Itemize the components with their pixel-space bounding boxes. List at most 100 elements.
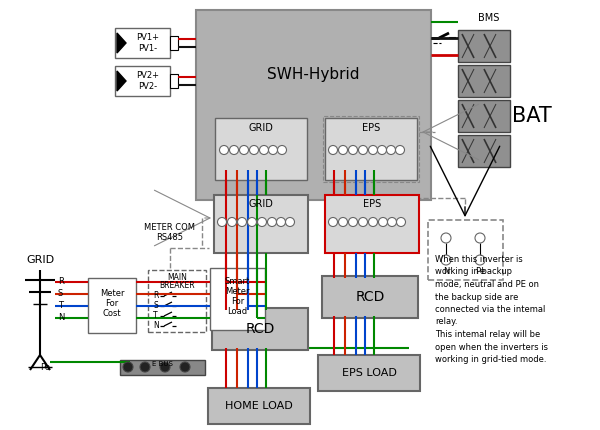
Circle shape [268,218,277,227]
Text: E BUS: E BUS [152,361,172,367]
Text: METER COM: METER COM [145,224,196,233]
Polygon shape [117,71,126,91]
Circle shape [238,218,247,227]
Bar [208,388,310,424]
Bar [212,308,308,350]
Polygon shape [117,33,126,53]
Circle shape [257,218,266,227]
Text: Pe: Pe [40,363,50,372]
Circle shape [286,218,295,227]
Circle shape [359,218,367,227]
Circle shape [329,145,337,154]
Text: EPS LOAD: EPS LOAD [341,368,397,378]
Text: For: For [231,297,244,305]
Bar [115,66,170,96]
Text: EPS: EPS [362,123,380,133]
Circle shape [229,145,239,154]
Circle shape [397,218,406,227]
Text: RCD: RCD [245,322,275,336]
Circle shape [239,145,248,154]
Bar [458,65,510,97]
Text: Pe: Pe [475,267,485,276]
Text: N: N [443,267,449,276]
Bar [458,30,510,62]
Bar [210,268,265,330]
Circle shape [269,145,277,154]
Text: BREAKER: BREAKER [159,282,195,291]
Circle shape [368,218,377,227]
Text: SWH-Hybrid: SWH-Hybrid [267,68,360,83]
Circle shape [160,362,170,372]
Text: N: N [58,313,64,322]
Text: HOME LOAD: HOME LOAD [225,401,293,411]
Bar [458,135,510,167]
Circle shape [349,218,358,227]
Bar [458,100,510,132]
Circle shape [377,145,386,154]
Bar [170,74,178,88]
Text: BAT: BAT [512,106,552,126]
Circle shape [140,362,150,372]
Text: GRID: GRID [26,255,54,265]
Text: BMS: BMS [478,13,500,23]
Circle shape [260,145,269,154]
Text: S: S [58,289,63,298]
Text: Cost: Cost [103,308,121,317]
Text: T: T [58,301,63,310]
Circle shape [349,145,358,154]
Text: PV1+
PV1-: PV1+ PV1- [137,33,160,53]
Bar [322,276,418,318]
Circle shape [441,233,451,243]
Circle shape [277,145,287,154]
Circle shape [395,145,404,154]
Text: R: R [58,277,64,286]
Text: Meter: Meter [225,286,250,295]
Text: For: For [106,298,119,307]
Text: T: T [153,311,158,320]
Circle shape [368,145,377,154]
Circle shape [388,218,397,227]
Circle shape [475,255,485,265]
Circle shape [218,218,227,227]
Text: PV2+
PV2-: PV2+ PV2- [137,71,160,91]
Circle shape [386,145,395,154]
Circle shape [248,218,257,227]
Bar [115,28,170,58]
Text: Meter: Meter [100,289,124,298]
Bar [196,10,431,200]
Text: RCD: RCD [355,290,385,304]
Circle shape [329,218,337,227]
Text: GRID: GRID [248,123,274,133]
Bar [148,270,206,332]
Text: RS485: RS485 [157,233,184,243]
Circle shape [441,255,451,265]
Bar [428,220,503,280]
Bar [214,195,308,253]
Circle shape [220,145,229,154]
Bar [88,278,136,333]
Text: Load: Load [227,307,248,316]
Text: GRID: GRID [248,199,274,209]
Bar [318,355,420,391]
Circle shape [277,218,286,227]
Text: Smart: Smart [225,276,250,286]
Bar [323,116,419,182]
Text: R: R [153,292,158,301]
Text: MAIN: MAIN [167,273,187,283]
Circle shape [359,145,367,154]
Circle shape [123,362,133,372]
Text: N: N [153,322,159,331]
Bar [325,118,417,180]
Bar [170,36,178,50]
Circle shape [338,218,347,227]
Circle shape [250,145,259,154]
Text: EPS: EPS [363,199,381,209]
Text: When this inverter is
working in backup
mode, neutral and PE on
the backup side : When this inverter is working in backup … [435,255,548,364]
Bar [120,360,205,375]
Circle shape [475,233,485,243]
Text: S: S [153,301,158,310]
Bar [215,118,307,180]
Circle shape [338,145,347,154]
Circle shape [379,218,388,227]
Bar [325,195,419,253]
